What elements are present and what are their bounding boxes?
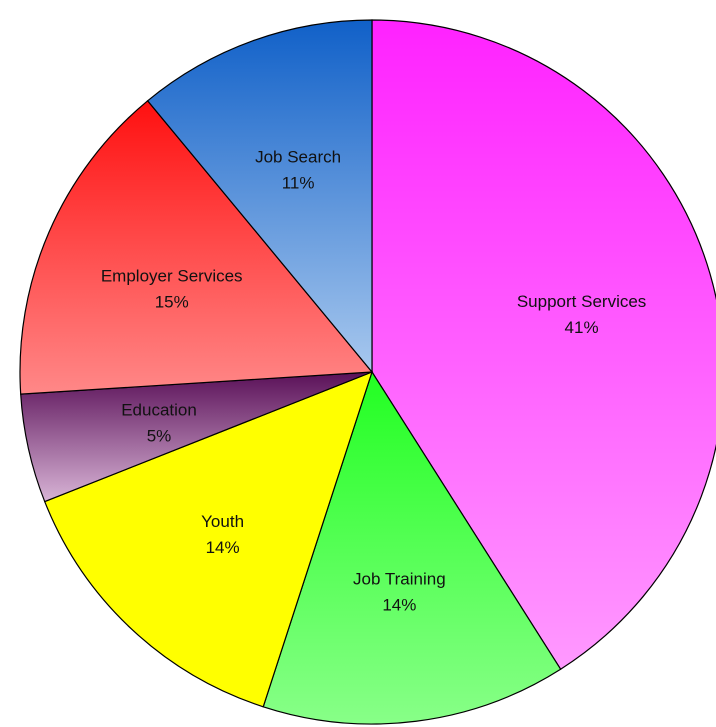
- slice-label-name: Job Search: [255, 148, 341, 167]
- slice-label: Job Training 14%: [353, 570, 446, 615]
- slice-label-name: Job Training: [353, 570, 446, 589]
- slice-label-name: Youth: [201, 512, 244, 531]
- slice-label: Youth 14%: [201, 512, 244, 557]
- slice-label-percent: 5%: [147, 427, 172, 446]
- slice-label: Education 5%: [121, 401, 197, 446]
- slice-label-percent: 41%: [565, 318, 599, 337]
- pie-slice-job-training: [262, 370, 562, 725]
- slice-label: Support Services 41%: [517, 292, 646, 337]
- slice-label-name: Employer Services: [101, 266, 243, 285]
- slice-label-percent: 14%: [206, 538, 240, 557]
- slice-label-name: Education: [121, 401, 197, 420]
- pie-slice-job-search: [146, 19, 373, 374]
- slice-label-percent: 15%: [155, 292, 189, 311]
- slice-label: Job Search 11%: [255, 148, 341, 193]
- slice-label-name: Support Services: [517, 292, 646, 311]
- pie-slice-youth: [43, 370, 373, 708]
- pie-slice-employer-services: [19, 99, 374, 395]
- slice-label-percent: 14%: [382, 596, 416, 615]
- slice-label: Employer Services 15%: [101, 266, 243, 311]
- slice-label-percent: 11%: [282, 174, 315, 193]
